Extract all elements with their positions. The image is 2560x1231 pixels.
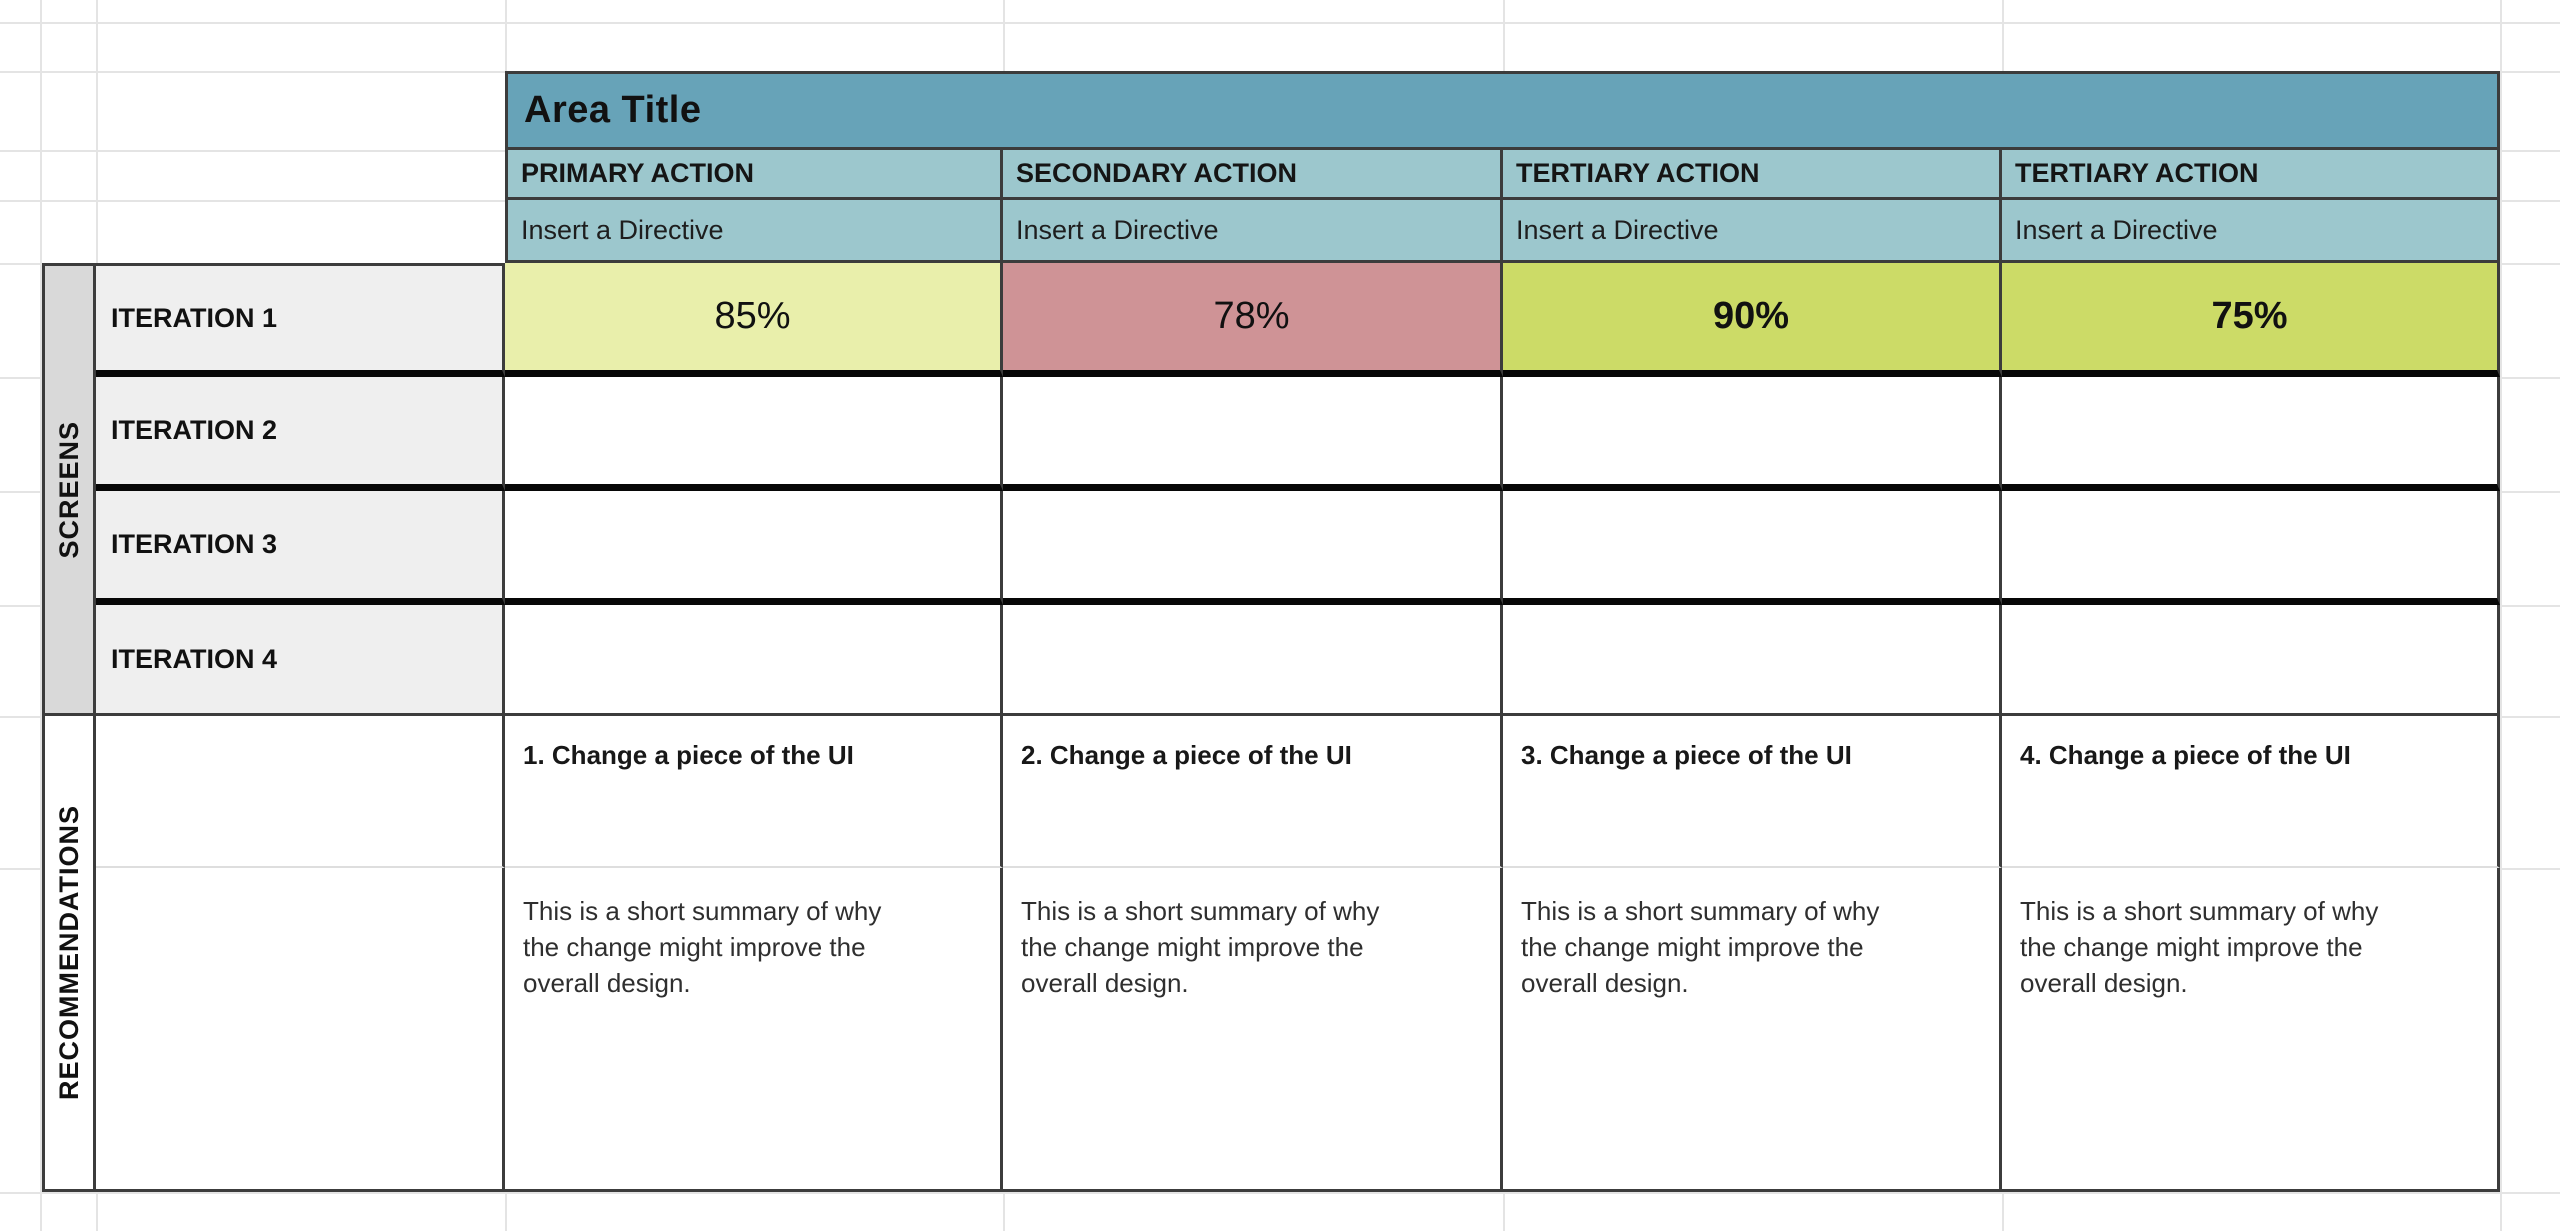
- recommendation-title-cell-3[interactable]: 3. Change a piece of the UI: [1503, 716, 2002, 868]
- evaluation-matrix-table: Area Title PRIMARY ACTION SECONDARY ACTI…: [42, 71, 2500, 1192]
- directive-cell-1[interactable]: Insert a Directive: [505, 200, 1003, 263]
- empty-score-cell-it2-col2[interactable]: [1003, 377, 1503, 491]
- iteration-row-label-1[interactable]: ITERATION 1: [96, 263, 505, 377]
- recommendation-summary-text: This is a short summary of why the chang…: [523, 896, 882, 998]
- iteration-row-label-4[interactable]: ITERATION 4: [96, 605, 505, 716]
- iteration-label-text: ITERATION 2: [111, 415, 278, 445]
- directive-text: Insert a Directive: [1016, 214, 1219, 245]
- empty-score-cell-it2-col4[interactable]: [2002, 377, 2500, 491]
- gridline-h: [0, 1192, 2560, 1194]
- score-value: 75%: [2211, 295, 2288, 337]
- empty-score-cell-it2-col3[interactable]: [1503, 377, 2002, 491]
- directive-cell-3[interactable]: Insert a Directive: [1503, 200, 2002, 263]
- action-header-label: PRIMARY ACTION: [521, 158, 755, 188]
- iteration-label-text: ITERATION 1: [111, 302, 278, 333]
- empty-score-cell-it3-col3[interactable]: [1503, 491, 2002, 605]
- gridline-v: [2500, 0, 2502, 1231]
- recommendation-summary-text: This is a short summary of why the chang…: [1521, 896, 1880, 998]
- score-cell-it1-secondary[interactable]: 78%: [1003, 263, 1503, 377]
- empty-label-cell-rec-bottom[interactable]: [96, 868, 505, 1192]
- empty-score-cell-it3-col4[interactable]: [2002, 491, 2500, 605]
- recommendation-title-cell-2[interactable]: 2. Change a piece of the UI: [1003, 716, 1503, 868]
- recommendation-summary-cell-1[interactable]: This is a short summary of why the chang…: [505, 868, 1003, 1192]
- screens-vertical-label[interactable]: SCREENS: [42, 263, 96, 716]
- score-value: 85%: [714, 295, 791, 337]
- empty-score-cell-it3-col2[interactable]: [1003, 491, 1503, 605]
- gridline-v: [40, 0, 42, 1231]
- area-title-text: Area Title: [524, 89, 702, 131]
- recommendation-summary-cell-4[interactable]: This is a short summary of why the chang…: [2002, 868, 2500, 1192]
- recommendation-title-text: 2. Change a piece of the UI: [1021, 740, 1352, 770]
- empty-score-cell-it4-col3[interactable]: [1503, 605, 2002, 716]
- score-cell-it1-primary[interactable]: 85%: [505, 263, 1003, 377]
- screens-label-text: SCREENS: [53, 420, 84, 559]
- recommendation-summary-cell-3[interactable]: This is a short summary of why the chang…: [1503, 868, 2002, 1192]
- recommendation-summary-cell-2[interactable]: This is a short summary of why the chang…: [1003, 868, 1503, 1192]
- recommendations-label-text: RECOMMENDATIONS: [53, 805, 84, 1100]
- action-header-label: TERTIARY ACTION: [1516, 158, 1760, 188]
- recommendation-summary-text: This is a short summary of why the chang…: [1021, 896, 1380, 998]
- action-header-cell-tertiary-1[interactable]: TERTIARY ACTION: [1503, 150, 2002, 200]
- recommendation-title-text: 4. Change a piece of the UI: [2020, 740, 2351, 770]
- score-cell-it1-tertiary-1[interactable]: 90%: [1503, 263, 2002, 377]
- directive-text: Insert a Directive: [521, 214, 724, 245]
- recommendations-vertical-label[interactable]: RECOMMENDATIONS: [42, 716, 96, 1192]
- empty-score-cell-it4-col1[interactable]: [505, 605, 1003, 716]
- empty-score-cell-it3-col1[interactable]: [505, 491, 1003, 605]
- recommendation-title-cell-4[interactable]: 4. Change a piece of the UI: [2002, 716, 2500, 868]
- directive-text: Insert a Directive: [2015, 214, 2218, 245]
- directive-text: Insert a Directive: [1516, 214, 1719, 245]
- directive-cell-2[interactable]: Insert a Directive: [1003, 200, 1503, 263]
- iteration-row-label-3[interactable]: ITERATION 3: [96, 491, 505, 605]
- score-value: 78%: [1213, 295, 1290, 337]
- action-header-label: TERTIARY ACTION: [2015, 158, 2259, 188]
- iteration-label-text: ITERATION 3: [111, 529, 278, 559]
- recommendation-title-text: 3. Change a piece of the UI: [1521, 740, 1852, 770]
- iteration-row-label-2[interactable]: ITERATION 2: [96, 377, 505, 491]
- empty-label-cell-rec-top[interactable]: [96, 716, 505, 868]
- action-header-cell-secondary[interactable]: SECONDARY ACTION: [1003, 150, 1503, 200]
- area-title-cell[interactable]: Area Title: [505, 71, 2500, 150]
- iteration-label-text: ITERATION 4: [111, 643, 278, 674]
- empty-score-cell-it2-col1[interactable]: [505, 377, 1003, 491]
- score-cell-it1-tertiary-2[interactable]: 75%: [2002, 263, 2500, 377]
- score-value: 90%: [1712, 295, 1790, 337]
- empty-score-cell-it4-col4[interactable]: [2002, 605, 2500, 716]
- action-header-label: SECONDARY ACTION: [1016, 158, 1298, 188]
- recommendation-title-cell-1[interactable]: 1. Change a piece of the UI: [505, 716, 1003, 868]
- directive-cell-4[interactable]: Insert a Directive: [2002, 200, 2500, 263]
- action-header-cell-primary[interactable]: PRIMARY ACTION: [505, 150, 1003, 200]
- recommendation-summary-text: This is a short summary of why the chang…: [2020, 896, 2379, 998]
- gridline-h: [0, 22, 2560, 24]
- empty-score-cell-it4-col2[interactable]: [1003, 605, 1503, 716]
- recommendation-title-text: 1. Change a piece of the UI: [523, 740, 854, 770]
- action-header-cell-tertiary-2[interactable]: TERTIARY ACTION: [2002, 150, 2500, 200]
